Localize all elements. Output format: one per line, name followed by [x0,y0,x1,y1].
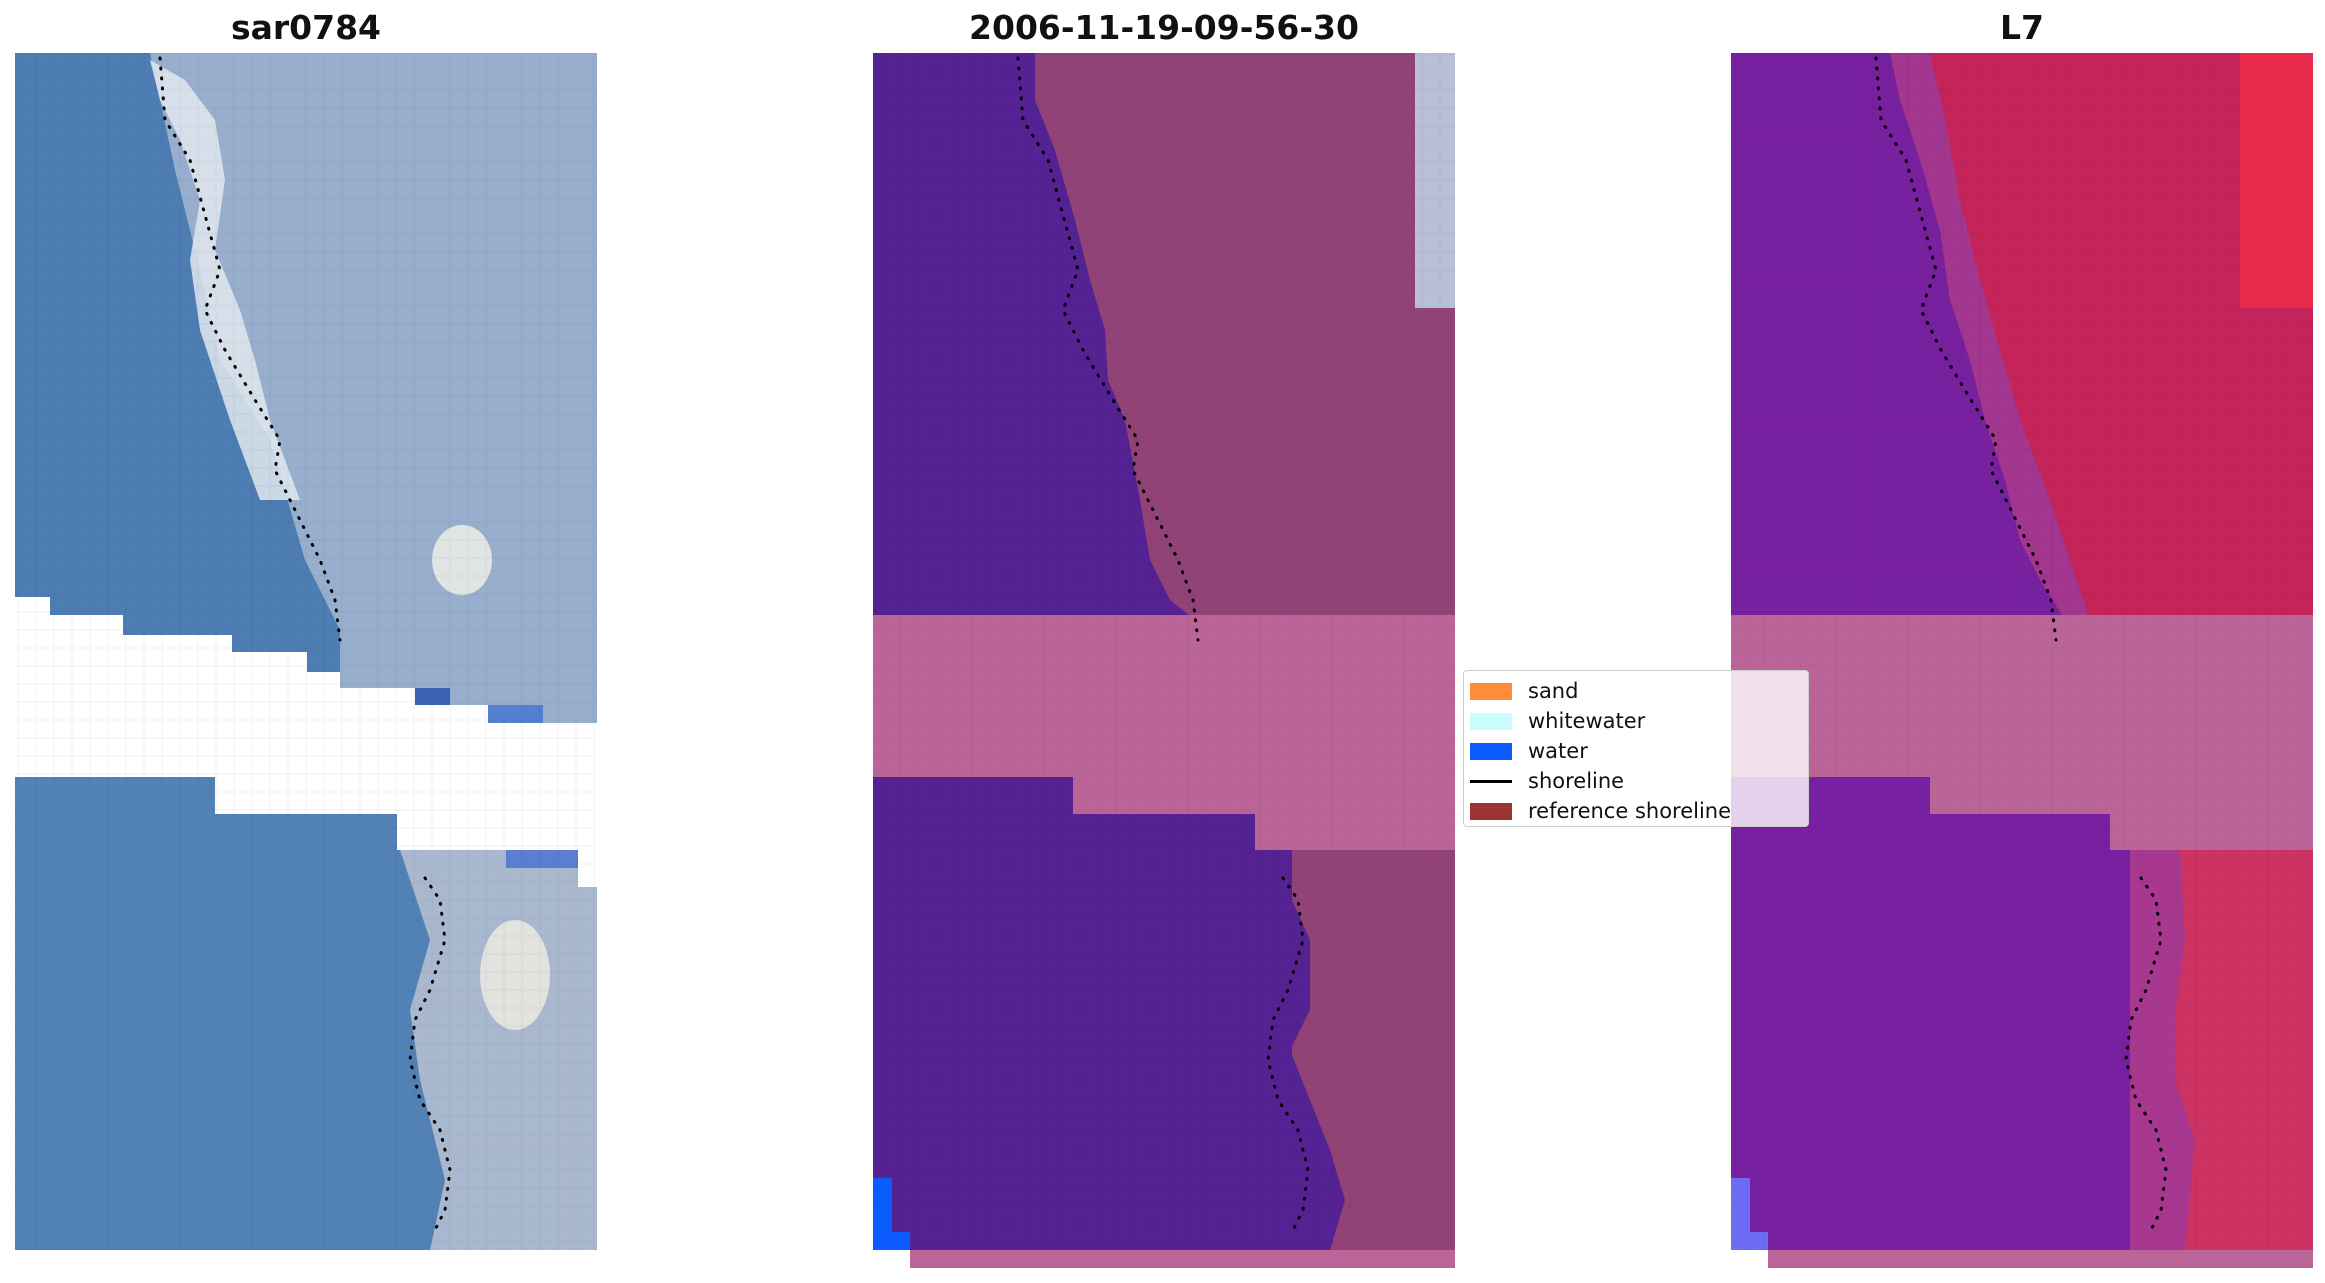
legend-item-whitewater: whitewater [1470,708,1645,734]
legend-item-shoreline: shoreline [1470,768,1624,794]
water-swatch [1470,742,1512,760]
fc-nodata-bottom [1768,1250,2313,1268]
legend-label-reference-shoreline: reference shoreline [1528,799,1732,823]
shoreline-top-classified [1016,56,1200,642]
fc-pixel-grid [1731,53,2313,1250]
panel-title-date: 2006-11-19-09-56-30 [969,8,1359,47]
legend-item-sand: sand [1470,678,1578,704]
classified-pixel-grid [873,53,1455,1250]
false-color-image [1731,53,2313,1268]
legend: sand whitewater water shoreline referenc… [1463,670,1809,827]
panel-title-rgb: sar0784 [230,8,382,47]
classified-image [873,53,1455,1268]
legend-label-whitewater: whitewater [1528,709,1646,733]
reference-shoreline-swatch [1470,802,1512,820]
shoreline-top-fc [1874,56,2058,642]
sand-swatch [1470,682,1512,700]
whitewater-swatch [1470,712,1512,730]
panel-title-satellite: L7 [2000,8,2044,47]
legend-label-water: water [1528,739,1588,763]
rgb-pixel-grid [15,53,597,1250]
shoreline-line-icon [1470,779,1512,783]
legend-item-reference-shoreline: reference shoreline [1470,798,1731,824]
legend-label-shoreline: shoreline [1528,769,1625,793]
classified-nodata-bottom [910,1250,1455,1268]
rgb-image [15,53,597,1250]
legend-label-sand: sand [1528,679,1579,703]
shoreline-dots [158,56,2168,1232]
shoreline-top-rgb [158,56,342,642]
legend-item-water: water [1470,738,1588,764]
